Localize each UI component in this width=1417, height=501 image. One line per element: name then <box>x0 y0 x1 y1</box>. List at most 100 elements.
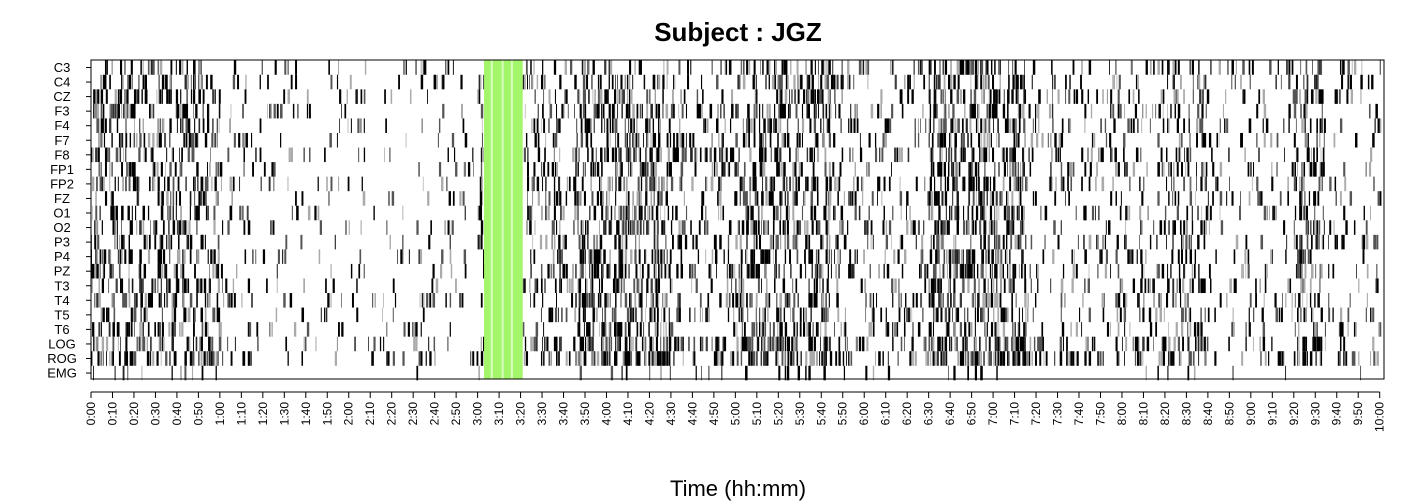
event-mark <box>1203 234 1206 250</box>
event-mark <box>1130 118 1133 133</box>
event-mark <box>1304 351 1307 366</box>
event-mark <box>613 278 616 294</box>
x-tick-label: 3:20 <box>514 402 528 426</box>
event-mark <box>579 336 582 352</box>
event-mark <box>587 336 589 352</box>
event-mark <box>629 60 631 75</box>
event-mark <box>790 263 791 279</box>
event-mark <box>625 205 628 221</box>
event-mark <box>769 118 772 133</box>
event-mark <box>113 103 115 119</box>
event-mark <box>932 234 935 250</box>
event-mark <box>979 220 982 235</box>
event-mark <box>1189 278 1191 294</box>
event-mark <box>204 293 207 308</box>
event-mark <box>524 278 526 294</box>
event-mark <box>738 220 740 235</box>
event-mark <box>999 293 1002 308</box>
event-mark <box>1347 307 1350 323</box>
event-mark <box>997 336 1000 352</box>
event-mark <box>220 263 223 279</box>
event-mark <box>994 89 996 104</box>
event-mark <box>593 263 596 279</box>
event-mark <box>1293 234 1296 250</box>
event-mark <box>1159 307 1162 323</box>
event-mark <box>109 263 112 279</box>
event-mark <box>868 162 870 177</box>
event-mark <box>980 118 983 133</box>
event-mark <box>182 220 185 235</box>
event-mark <box>574 176 577 192</box>
event-mark <box>1099 249 1101 264</box>
event-mark <box>242 103 244 119</box>
event-mark <box>892 336 894 352</box>
event-mark <box>242 132 244 148</box>
event-mark <box>785 205 788 221</box>
event-mark <box>827 263 829 279</box>
event-mark <box>92 263 95 279</box>
event-mark <box>1088 60 1092 75</box>
event-mark <box>1120 191 1122 206</box>
event-mark <box>159 89 162 104</box>
event-mark <box>623 176 625 192</box>
event-mark <box>356 307 359 323</box>
event-mark <box>1306 74 1309 90</box>
event-mark <box>1204 307 1206 323</box>
event-mark <box>591 191 594 206</box>
event-mark <box>630 220 633 235</box>
event-mark <box>578 147 580 163</box>
event-mark <box>1106 322 1110 337</box>
event-mark <box>838 263 840 279</box>
event-mark <box>171 293 173 308</box>
event-mark <box>954 263 956 279</box>
event-mark <box>165 351 168 366</box>
event-mark <box>1135 336 1139 352</box>
event-mark <box>553 60 557 75</box>
event-mark <box>212 351 215 366</box>
event-mark <box>646 293 647 308</box>
event-mark <box>825 351 827 366</box>
event-mark <box>204 322 207 337</box>
event-mark <box>1328 234 1329 250</box>
event-mark <box>1024 60 1025 75</box>
channel-row-fp1 <box>98 162 1372 177</box>
event-mark <box>576 132 578 148</box>
event-mark <box>176 118 178 133</box>
event-mark <box>769 132 772 148</box>
event-mark <box>645 191 648 206</box>
event-mark <box>1149 234 1152 250</box>
event-mark <box>1334 234 1337 250</box>
event-mark <box>602 263 604 279</box>
x-tick-label: 4:40 <box>685 402 699 426</box>
event-mark <box>938 74 941 90</box>
event-mark <box>627 191 630 206</box>
event-mark <box>624 205 627 221</box>
event-mark <box>1084 278 1086 294</box>
event-mark <box>642 132 644 148</box>
event-mark <box>1339 322 1342 337</box>
event-mark <box>426 351 427 366</box>
event-mark <box>967 60 970 75</box>
event-mark <box>980 191 983 206</box>
event-mark <box>1124 351 1125 366</box>
event-mark <box>654 278 657 294</box>
event-mark <box>627 263 629 279</box>
event-mark <box>960 293 962 308</box>
event-mark <box>609 293 611 308</box>
event-mark <box>1300 191 1303 206</box>
event-mark <box>798 132 800 148</box>
event-mark <box>1054 132 1057 148</box>
event-mark <box>642 322 645 337</box>
event-mark <box>1316 220 1319 235</box>
event-mark <box>111 103 114 119</box>
event-mark <box>562 263 565 279</box>
event-mark <box>175 103 177 119</box>
event-mark <box>591 278 594 294</box>
event-mark <box>650 278 652 294</box>
event-mark <box>1309 249 1312 264</box>
event-mark <box>112 220 115 235</box>
event-mark <box>994 60 996 75</box>
event-mark <box>1052 89 1053 104</box>
event-mark <box>125 176 127 192</box>
event-mark <box>654 351 658 366</box>
